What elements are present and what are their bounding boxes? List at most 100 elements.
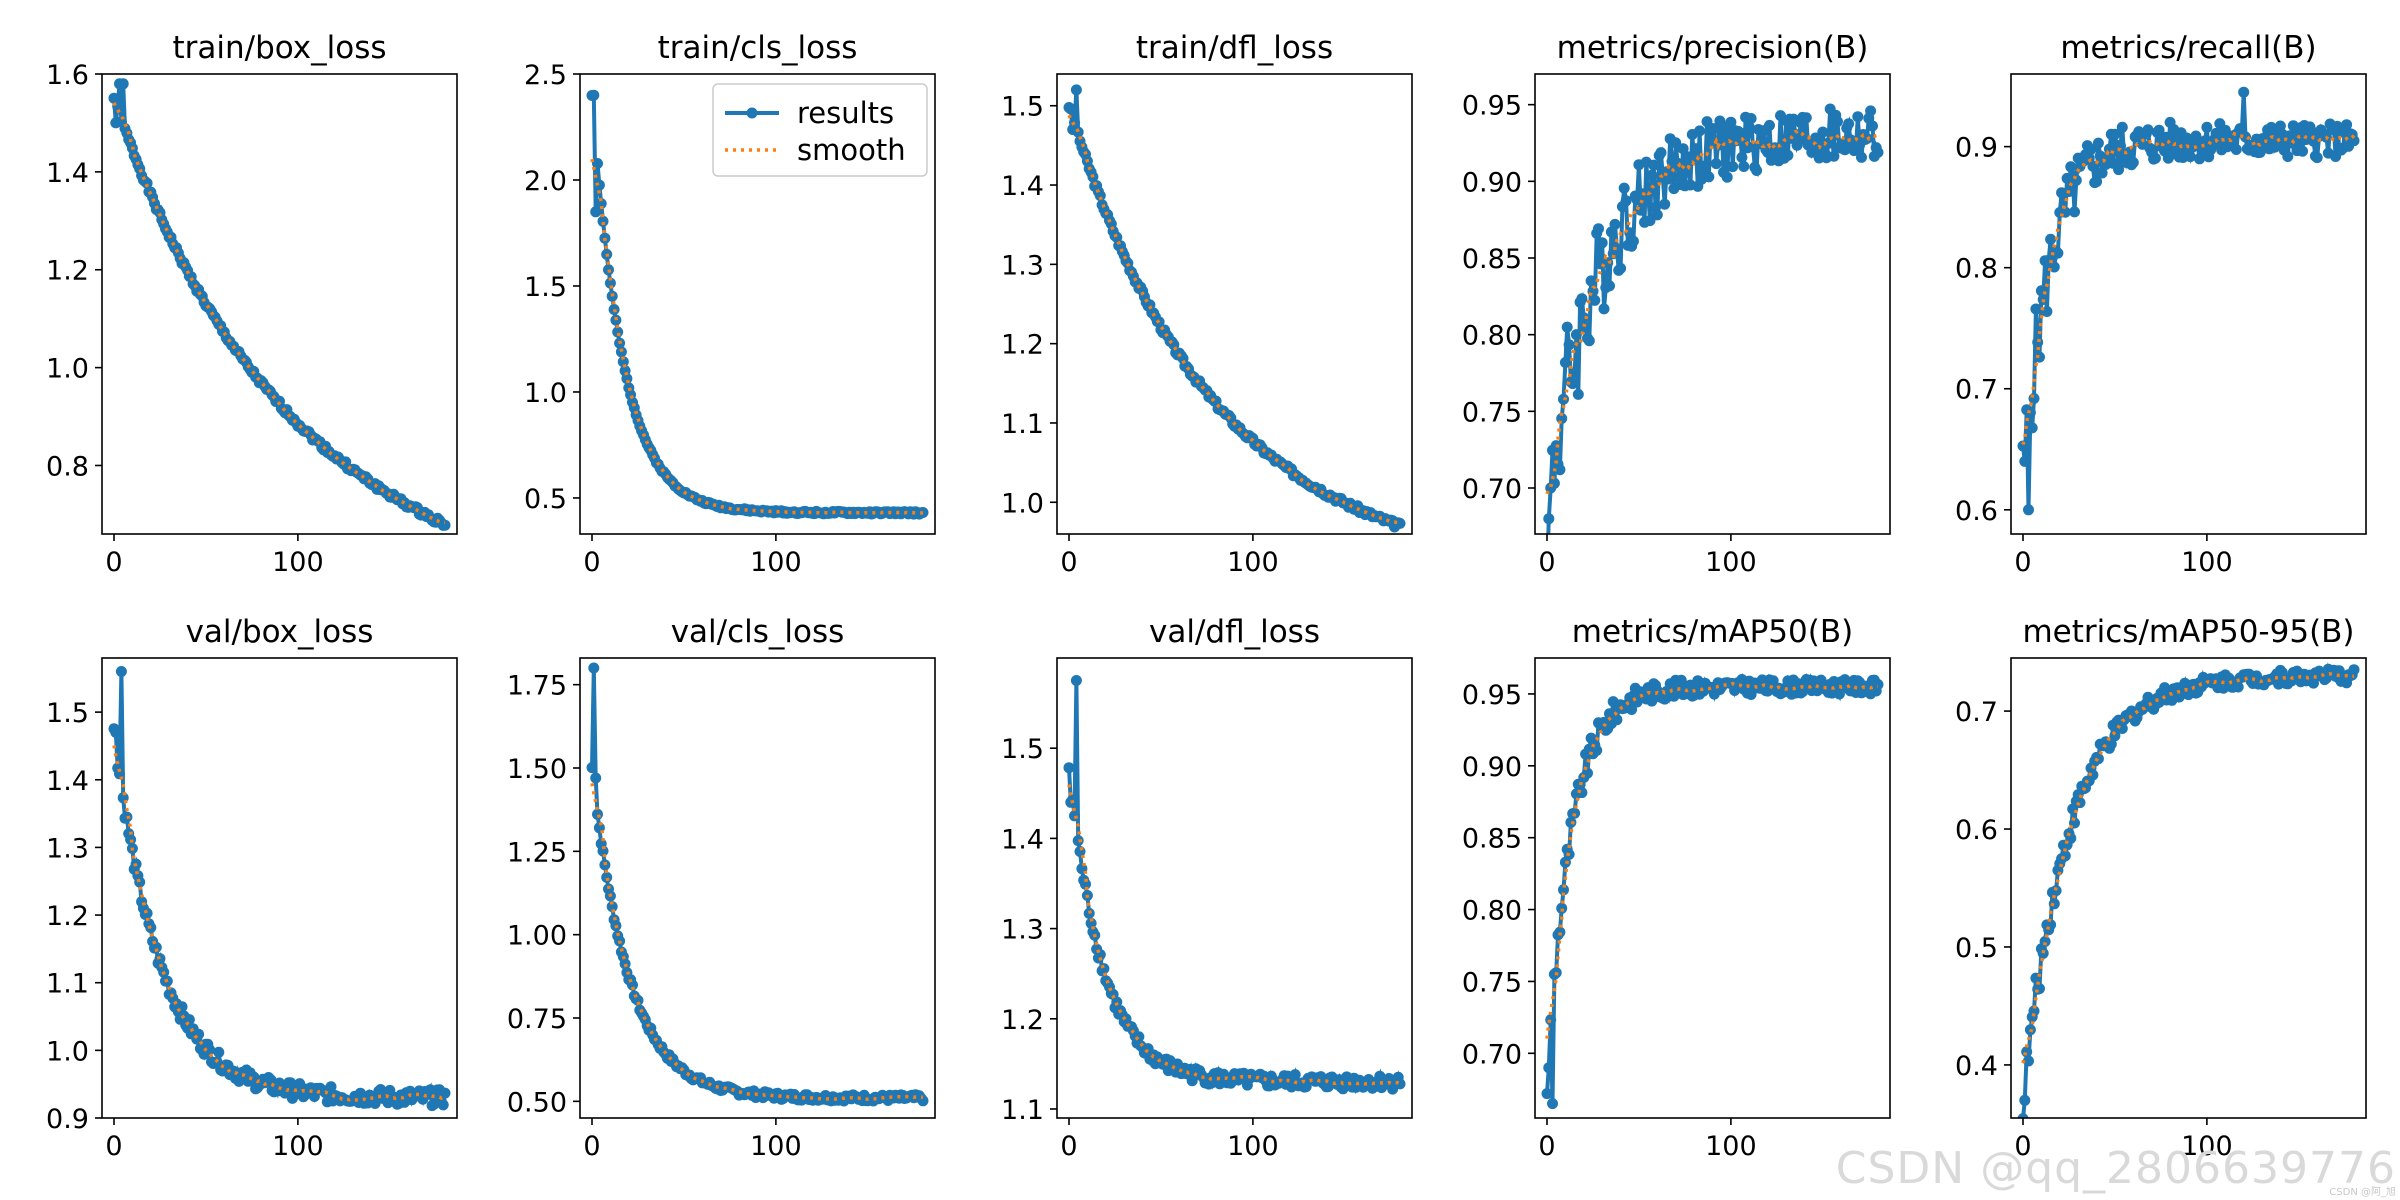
panel-metrics-recall-b-: metrics/recall(B) 0.6 0.7 0.8 0.9 0 100 <box>1955 30 2367 578</box>
results-point <box>1662 173 1674 185</box>
results-point <box>1554 464 1566 476</box>
results-point <box>1598 303 1610 315</box>
results-point <box>1833 688 1845 700</box>
axes-frame <box>101 657 458 1119</box>
x-tick-label: 0 <box>1538 547 1555 578</box>
results-point <box>1867 120 1878 132</box>
y-tick-label: 1.5 <box>46 698 89 729</box>
results-point <box>1543 513 1555 525</box>
results-line <box>590 667 925 1106</box>
smooth-line <box>590 158 924 515</box>
y-tick-label: 0.70 <box>1462 474 1522 505</box>
results-point <box>2023 504 2034 516</box>
results-point <box>1067 794 1079 806</box>
results-point <box>2109 128 2121 140</box>
results-point <box>1569 807 1581 819</box>
results-point <box>2048 261 2060 273</box>
results-point <box>2019 455 2031 467</box>
y-tick-label: 1.50 <box>507 754 567 785</box>
results-point <box>2052 247 2064 259</box>
results-point <box>1085 917 1097 929</box>
results-point <box>2065 161 2077 173</box>
results-point <box>1620 195 1632 207</box>
results-point <box>1721 171 1733 183</box>
results-point <box>1565 816 1577 828</box>
results-line <box>2021 662 2356 1118</box>
results-point <box>2210 127 2222 139</box>
watermark-small: CSDN @阿_旭 <box>2329 1187 2396 1198</box>
results-point <box>1069 810 1080 822</box>
results-point <box>2116 121 2128 133</box>
smooth-line <box>1545 128 1879 495</box>
results-point <box>1572 388 1584 400</box>
results-point <box>588 662 600 674</box>
results-point <box>2232 681 2244 693</box>
results-point <box>110 726 122 738</box>
results-point <box>1065 103 1077 115</box>
results-point <box>2050 885 2062 897</box>
panel-title: metrics/mAP50-95(B) <box>2022 614 2354 650</box>
watermark: CSDN @qq_2806639776 <box>1835 1143 2396 1194</box>
results-point <box>1618 182 1630 194</box>
panel-title: train/box_loss <box>172 30 386 66</box>
results-point <box>2124 146 2136 158</box>
results-point <box>1690 143 1702 155</box>
x-tick-label: 0 <box>2014 547 2031 578</box>
results-point <box>606 901 618 913</box>
panel-title: train/dfl_loss <box>1136 30 1333 66</box>
axes-frame <box>1534 73 1891 535</box>
results-point <box>2045 233 2057 245</box>
axes-frame <box>1534 657 1891 1119</box>
y-tick-label: 0.4 <box>1955 1051 1998 1082</box>
results-point <box>2341 119 2353 131</box>
results-point <box>1611 243 1623 255</box>
legend-frame <box>712 83 928 177</box>
y-tick-label: 0.80 <box>1462 321 1522 352</box>
results-point <box>1591 744 1603 756</box>
results-point <box>1843 118 1855 130</box>
results-point <box>2069 206 2080 218</box>
results-point <box>1751 165 1763 176</box>
results-point <box>2331 120 2343 132</box>
results-point <box>917 1095 929 1107</box>
results-point <box>2019 1094 2031 1106</box>
y-tick-label: 1.1 <box>1001 409 1044 440</box>
results-point <box>1394 517 1406 529</box>
smooth-line <box>112 102 446 525</box>
x-tick-label: 0 <box>583 1131 600 1162</box>
y-tick-label: 0.90 <box>1462 167 1522 198</box>
results-point <box>2034 351 2045 363</box>
smooth-line <box>2021 672 2355 1064</box>
results-point <box>1289 1069 1301 1081</box>
panel-title: metrics/mAP50(B) <box>1572 614 1853 650</box>
results-point <box>117 78 129 90</box>
axes-frame <box>579 73 936 535</box>
y-tick-label: 1.6 <box>46 60 89 91</box>
y-tick-label: 0.8 <box>1955 254 1998 285</box>
plot-area <box>108 666 451 1112</box>
results-point <box>1583 335 1595 347</box>
results-point <box>2348 664 2360 676</box>
results-point <box>1548 477 1560 489</box>
plot-area <box>1063 675 1406 1095</box>
results-point <box>1554 926 1566 938</box>
x-tick-label: 0 <box>583 547 600 578</box>
results-point <box>1070 675 1082 686</box>
results-point <box>2297 145 2308 157</box>
y-tick-label: 1.3 <box>1001 915 1044 946</box>
results-point <box>2181 132 2193 144</box>
results-point <box>2311 152 2323 164</box>
results-point <box>141 177 153 189</box>
results-point <box>439 519 451 531</box>
results-point <box>2127 157 2139 168</box>
results-point <box>2201 121 2213 133</box>
results-point <box>1659 198 1671 210</box>
results-point <box>2092 137 2104 149</box>
y-tick-label: 1.4 <box>1001 824 1044 855</box>
results-point <box>1300 1081 1312 1093</box>
results-point <box>1736 151 1748 163</box>
y-tick-label: 0.6 <box>1955 815 1998 846</box>
results-point <box>1856 151 1867 163</box>
results-point <box>1615 262 1627 274</box>
plot-area <box>1063 84 1406 533</box>
